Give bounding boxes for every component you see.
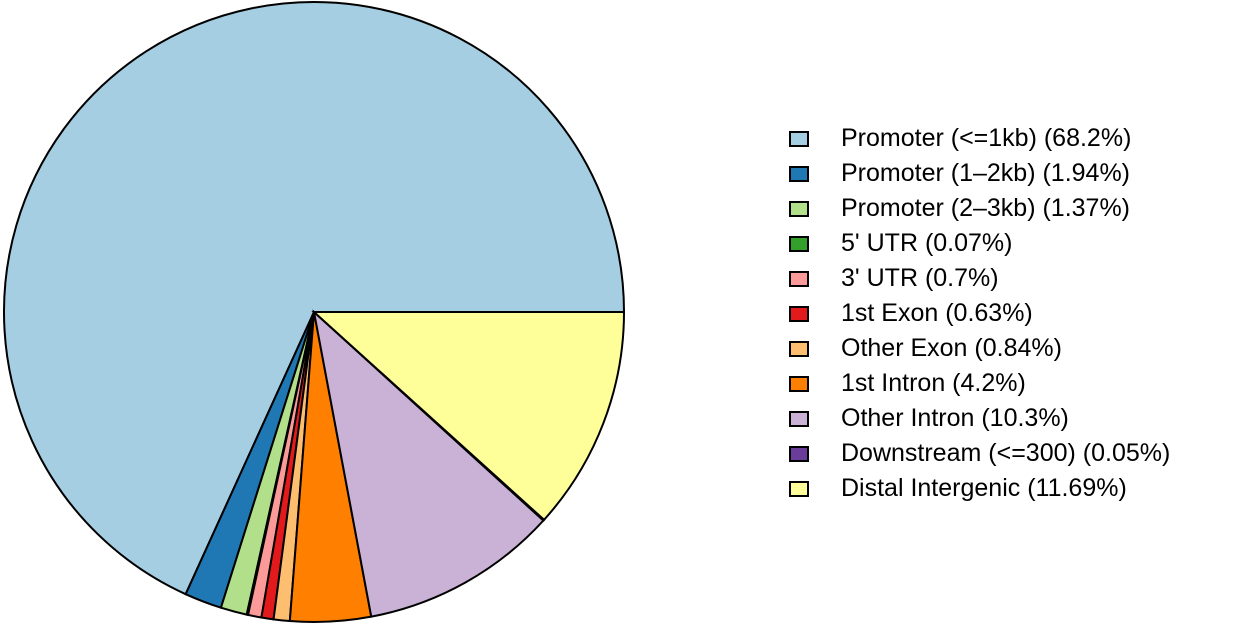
legend-swatch-icon [789,305,809,322]
legend-item[interactable]: Promoter (2–3kb) (1.37%) [789,191,1243,226]
legend-swatch-icon [789,480,809,497]
legend-item-label: Promoter (<=1kb) (68.2%) [841,124,1132,152]
legend-item[interactable]: Downstream (<=300) (0.05%) [789,436,1243,471]
pie-slice[interactable] [311,311,626,522]
legend-swatch-icon [789,410,809,427]
legend-item-label: 1st Exon (0.63%) [841,299,1033,327]
legend-swatch-icon [789,235,809,252]
legend-item[interactable]: 1st Intron (4.2%) [789,366,1243,401]
legend-swatch-icon [789,165,809,182]
legend-item-label: Promoter (1–2kb) (1.94%) [841,159,1131,187]
legend-item-label: Promoter (2–3kb) (1.37%) [841,194,1131,222]
legend-item[interactable]: 3' UTR (0.7%) [789,261,1243,296]
legend-item-label: Other Intron (10.3%) [841,404,1069,432]
legend-item[interactable]: Promoter (1–2kb) (1.94%) [789,156,1243,191]
legend-item[interactable]: 5' UTR (0.07%) [789,226,1243,261]
pie-slice-group [3,1,626,623]
legend-swatch-icon [789,340,809,357]
legend-item[interactable]: 1st Exon (0.63%) [789,296,1243,331]
chart-legend: Promoter (<=1kb) (68.2%) Promoter (1–2kb)… [789,121,1243,506]
legend-item-label: Downstream (<=300) (0.05%) [841,439,1171,467]
legend-item[interactable]: Distal Intergenic (11.69%) [789,471,1243,506]
legend-item[interactable]: Promoter (<=1kb) (68.2%) [789,121,1243,156]
legend-item-label: 1st Intron (4.2%) [841,369,1026,397]
legend-swatch-icon [789,375,809,392]
legend-item-label: Other Exon (0.84%) [841,334,1062,362]
pie-chart-svg [3,1,626,623]
pie-slice[interactable] [3,1,626,596]
legend-swatch-icon [789,200,809,217]
pie-chart-panel [3,1,626,623]
legend-item[interactable]: Other Exon (0.84%) [789,331,1243,366]
legend-swatch-icon [789,445,809,462]
legend-item-label: 5' UTR (0.07%) [841,229,1013,257]
legend-item-label: 3' UTR (0.7%) [841,264,999,292]
legend-item-label: Distal Intergenic (11.69%) [841,474,1127,502]
legend-swatch-icon [789,270,809,287]
legend-item[interactable]: Other Intron (10.3%) [789,401,1243,436]
pie-slice[interactable] [312,309,545,618]
legend-swatch-icon [789,130,809,147]
